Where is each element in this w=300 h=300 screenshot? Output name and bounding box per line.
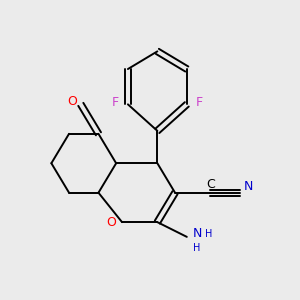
Text: H: H <box>194 243 201 253</box>
Text: O: O <box>106 216 116 229</box>
Text: O: O <box>68 95 77 108</box>
Text: N: N <box>192 227 202 240</box>
Text: H: H <box>205 229 212 239</box>
Text: C: C <box>206 178 215 191</box>
Text: N: N <box>243 180 253 193</box>
Text: F: F <box>112 96 119 110</box>
Text: F: F <box>196 96 203 110</box>
